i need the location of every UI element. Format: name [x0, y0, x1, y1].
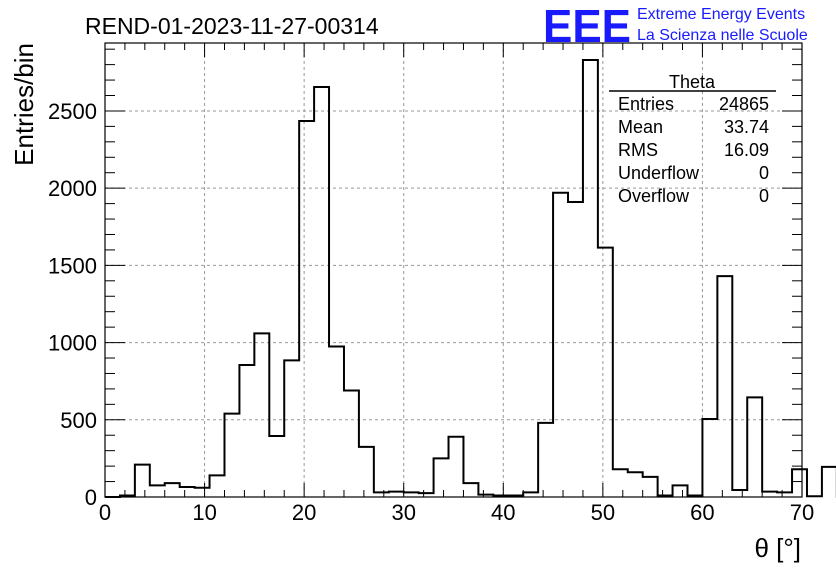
stats-box: Theta Entries 24865 Mean 33.74 RMS 16.09 Under… [609, 72, 776, 206]
stats-label: Entries [618, 94, 674, 114]
x-tick-label: 10 [192, 500, 216, 525]
axis-ticks [104, 43, 803, 498]
stats-value: 0 [759, 186, 769, 206]
stats-value: 0 [759, 163, 769, 183]
stats-rows: Entries 24865 Mean 33.74 RMS 16.09 Underflow 0 O… [618, 94, 769, 206]
y-tick-label: 2500 [48, 99, 97, 124]
stats-label: Underflow [618, 163, 700, 183]
x-tick-label: 40 [491, 500, 515, 525]
plot-frame [104, 42, 803, 498]
histogram-outline [105, 58, 836, 498]
x-tick-label: 70 [790, 500, 814, 525]
stats-value: 24865 [719, 94, 769, 114]
eee-logo-line1: Extreme Energy Events [637, 6, 805, 23]
eee-logo-line2: La Scienza nelle Scuole [637, 27, 808, 44]
x-tick-labels: 0 10 20 30 40 50 60 70 [99, 500, 814, 525]
stats-label: RMS [618, 140, 658, 160]
stats-title: Theta [669, 72, 716, 92]
y-tick-label: 1000 [48, 331, 97, 356]
y-tick-label: 0 [85, 485, 97, 510]
y-tick-labels: 0 500 1000 1500 2000 2500 [48, 99, 97, 510]
y-tick-label: 500 [60, 408, 97, 433]
y-tick-label: 1500 [48, 253, 97, 278]
y-axis-label: Entries/bin [9, 43, 39, 166]
x-tick-label: 0 [99, 500, 111, 525]
stats-value: 16.09 [724, 140, 769, 160]
x-tick-label: 20 [292, 500, 316, 525]
x-tick-label: 50 [591, 500, 615, 525]
x-tick-label: 30 [391, 500, 415, 525]
stats-label: Overflow [618, 186, 690, 206]
run-title: REND-01-2023-11-27-00314 [85, 13, 379, 39]
eee-logo-text: EEE [543, 0, 631, 52]
y-tick-label: 2000 [48, 176, 97, 201]
histogram-bars [105, 58, 836, 498]
x-tick-label: 60 [690, 500, 714, 525]
stats-label: Mean [618, 117, 663, 137]
stats-value: 33.74 [724, 117, 769, 137]
eee-logo: EEE Extreme Energy Events La Scienza nel… [543, 0, 808, 52]
x-axis-label: θ [°] [754, 533, 801, 563]
